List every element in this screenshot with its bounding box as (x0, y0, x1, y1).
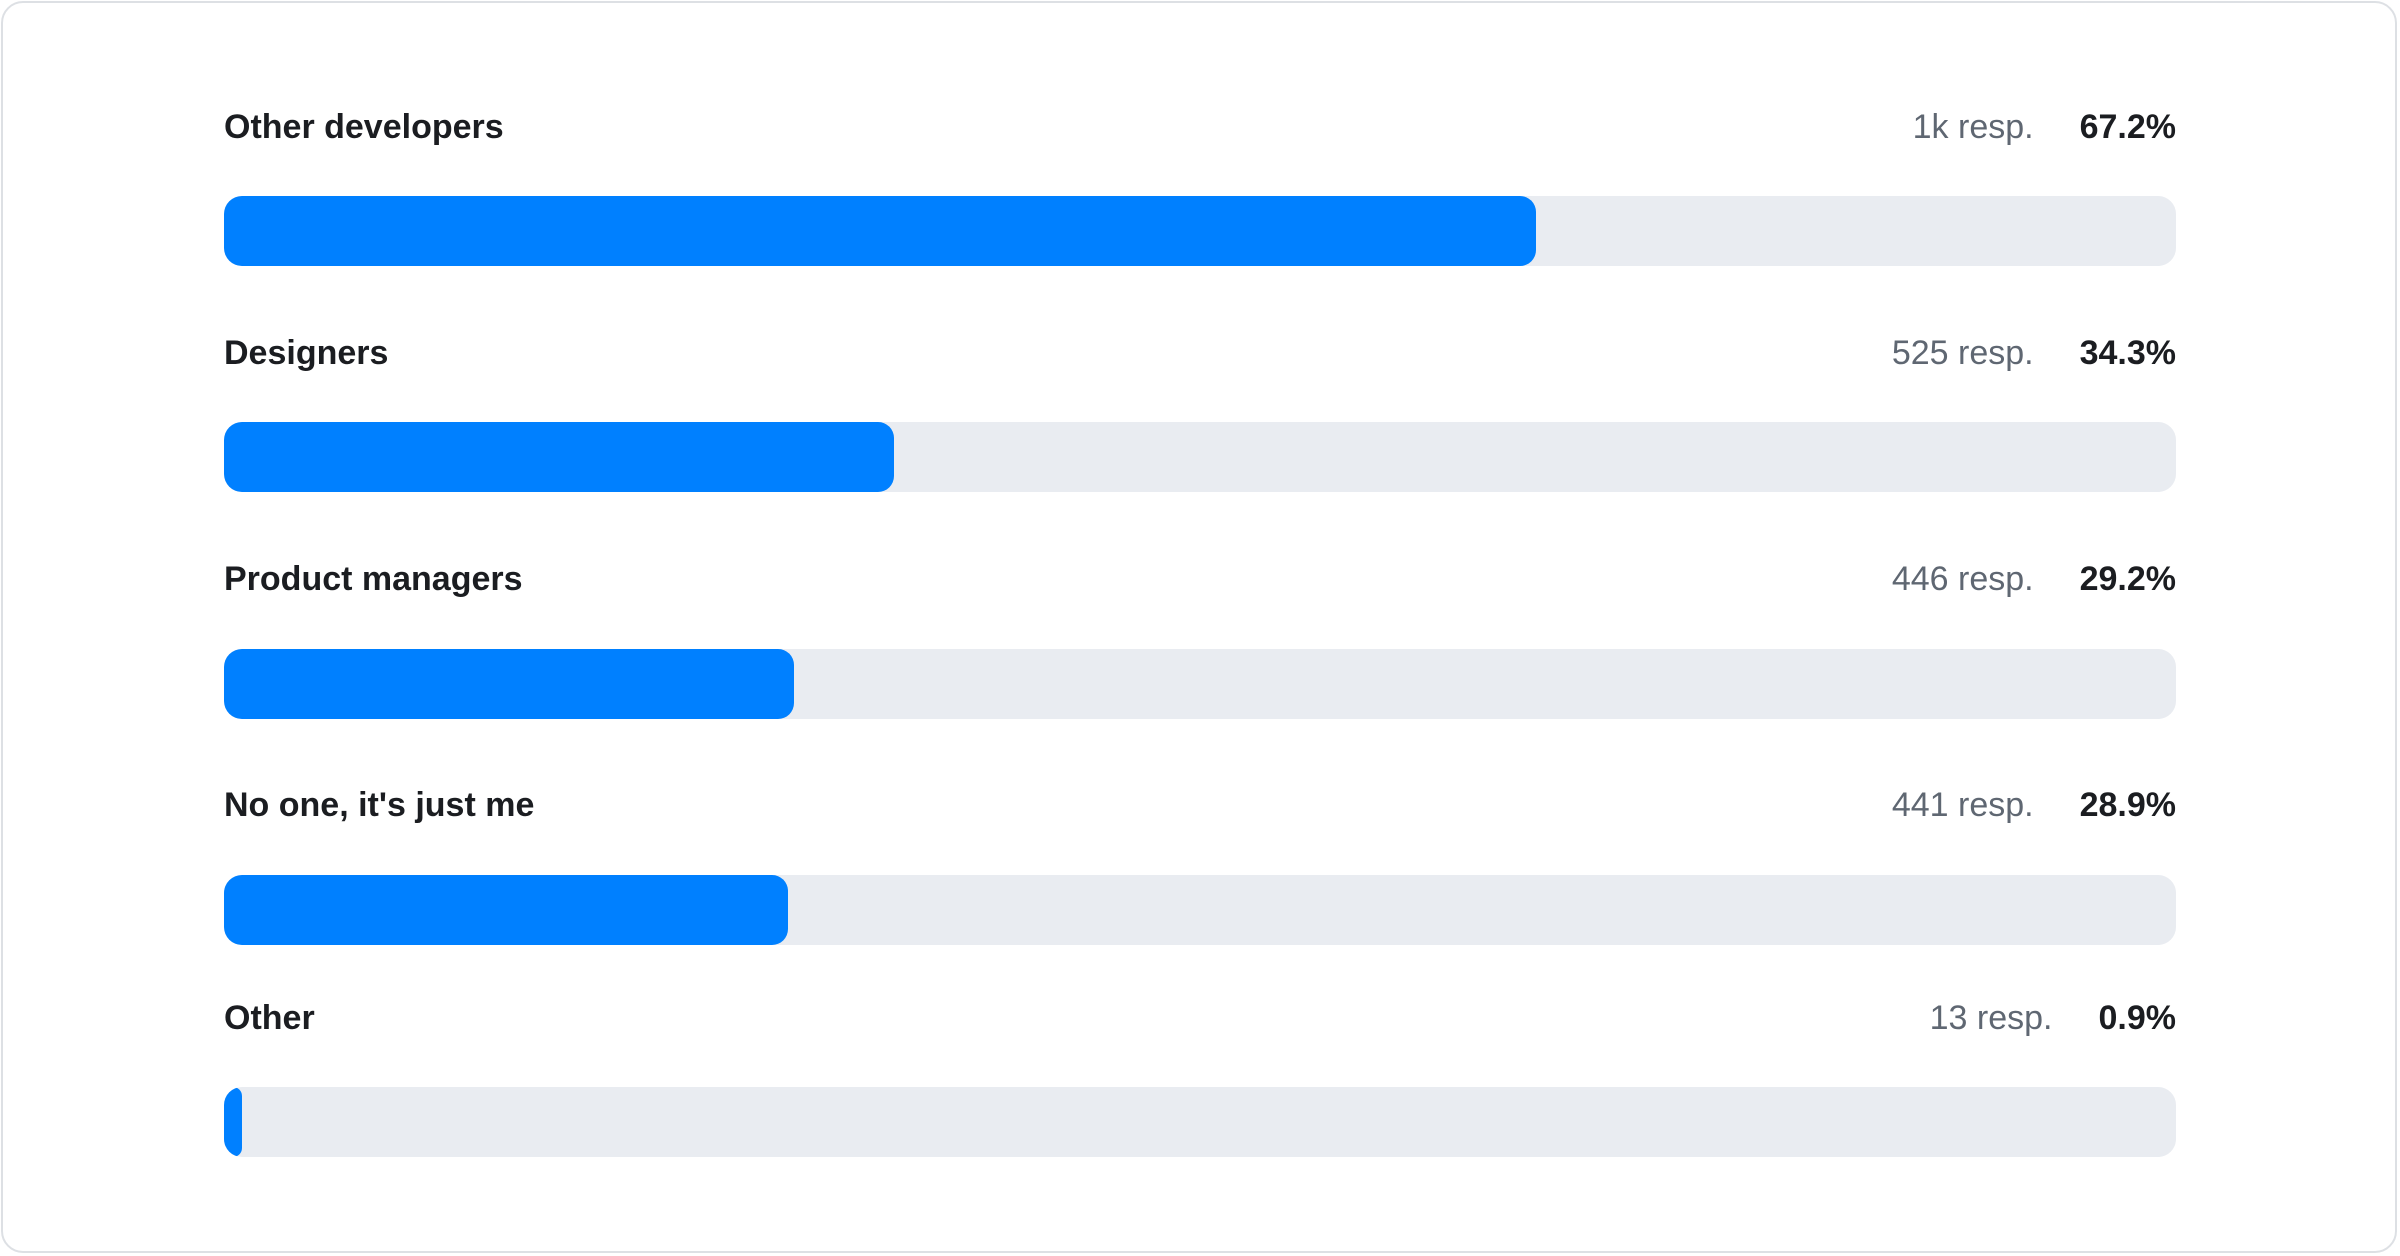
response-count: 525 resp. (1891, 333, 2034, 372)
progress-fill (224, 649, 794, 719)
percent-value: 67.2% (2079, 107, 2176, 146)
progress-track (224, 422, 2176, 492)
row-header: Other 13 resp. 0.9% (224, 993, 2176, 1043)
response-count: 1k resp. (1912, 107, 2034, 146)
row-header: Product managers 446 resp. 29.2% (224, 554, 2176, 604)
percent-value: 28.9% (2079, 785, 2176, 824)
option-label: No one, it's just me (224, 785, 535, 824)
progress-track (224, 196, 2176, 266)
response-count: 446 resp. (1891, 559, 2034, 598)
percent-value: 34.3% (2079, 333, 2176, 372)
percent-value: 29.2% (2079, 559, 2176, 598)
option-label: Product managers (224, 559, 523, 598)
progress-fill (224, 422, 894, 492)
option-label: Other developers (224, 107, 504, 146)
progress-fill (224, 875, 789, 945)
percent-value: 0.9% (2098, 998, 2177, 1037)
row-header: Designers 525 resp. 34.3% (224, 328, 2176, 378)
progress-track (224, 649, 2176, 719)
progress-fill (224, 1087, 242, 1157)
row-header: No one, it's just me 441 resp. 28.9% (224, 780, 2176, 830)
response-count: 13 resp. (1929, 998, 2053, 1037)
option-label: Designers (224, 333, 389, 372)
progress-track (224, 875, 2176, 945)
response-count: 441 resp. (1891, 785, 2034, 824)
progress-track (224, 1087, 2176, 1157)
progress-fill (224, 196, 1536, 266)
row-header: Other developers 1k resp. 67.2% (224, 102, 2176, 152)
option-label: Other (224, 998, 315, 1037)
